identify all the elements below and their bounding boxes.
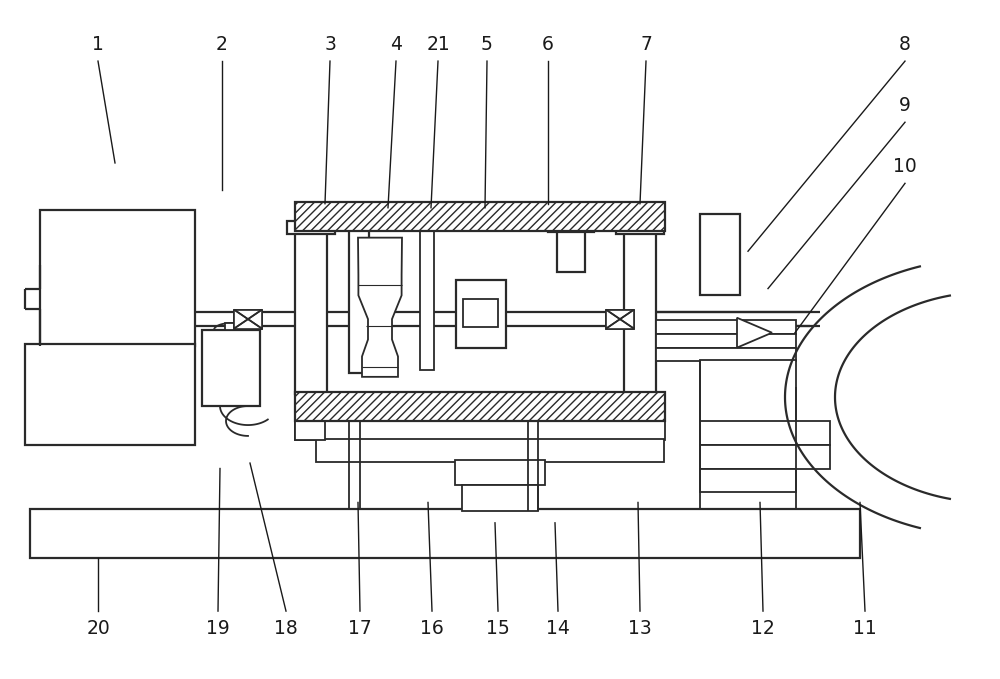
Bar — [234, 310, 262, 329]
Bar — [234, 310, 262, 329]
Polygon shape — [737, 318, 772, 348]
Bar — [25, 344, 195, 445]
Text: 11: 11 — [853, 619, 877, 638]
Bar — [700, 214, 740, 295]
Bar — [656, 334, 796, 348]
Bar — [700, 360, 796, 422]
Text: 10: 10 — [893, 157, 917, 176]
Bar — [295, 392, 665, 421]
Text: 19: 19 — [206, 619, 230, 638]
Bar — [606, 310, 634, 329]
Bar — [700, 445, 830, 469]
Text: 7: 7 — [640, 35, 652, 54]
Text: 1: 1 — [92, 35, 104, 54]
Text: 4: 4 — [390, 35, 402, 54]
Bar — [202, 330, 260, 406]
Bar — [287, 221, 335, 234]
Text: 16: 16 — [420, 619, 444, 638]
Bar — [624, 229, 656, 394]
Text: 18: 18 — [274, 619, 298, 638]
Text: 20: 20 — [86, 619, 110, 638]
Text: 15: 15 — [486, 619, 510, 638]
Bar — [462, 485, 538, 511]
Text: 14: 14 — [546, 619, 570, 638]
Bar — [557, 223, 585, 272]
Bar — [295, 420, 665, 440]
Bar — [616, 221, 664, 234]
Text: 6: 6 — [542, 35, 554, 54]
Text: 9: 9 — [899, 96, 911, 115]
Bar — [349, 227, 369, 373]
Bar — [30, 509, 860, 558]
Bar — [225, 323, 237, 330]
Text: 13: 13 — [628, 619, 652, 638]
Bar — [700, 421, 830, 445]
Bar — [295, 229, 327, 394]
Bar — [316, 439, 664, 462]
Bar — [548, 220, 594, 232]
Bar — [456, 280, 506, 348]
Text: 12: 12 — [751, 619, 775, 638]
Bar — [463, 299, 498, 327]
Text: 21: 21 — [426, 35, 450, 54]
Text: 8: 8 — [899, 35, 911, 54]
Bar — [656, 348, 796, 361]
Bar — [656, 320, 796, 334]
Text: 5: 5 — [481, 35, 493, 54]
Bar — [700, 469, 796, 492]
Text: 3: 3 — [324, 35, 336, 54]
Bar — [420, 231, 434, 370]
Bar — [455, 460, 545, 485]
Text: 2: 2 — [216, 35, 228, 54]
Bar — [606, 310, 634, 329]
Bar — [40, 210, 195, 346]
Polygon shape — [358, 238, 402, 377]
Text: 17: 17 — [348, 619, 372, 638]
Bar — [295, 202, 665, 231]
Bar — [295, 394, 325, 440]
